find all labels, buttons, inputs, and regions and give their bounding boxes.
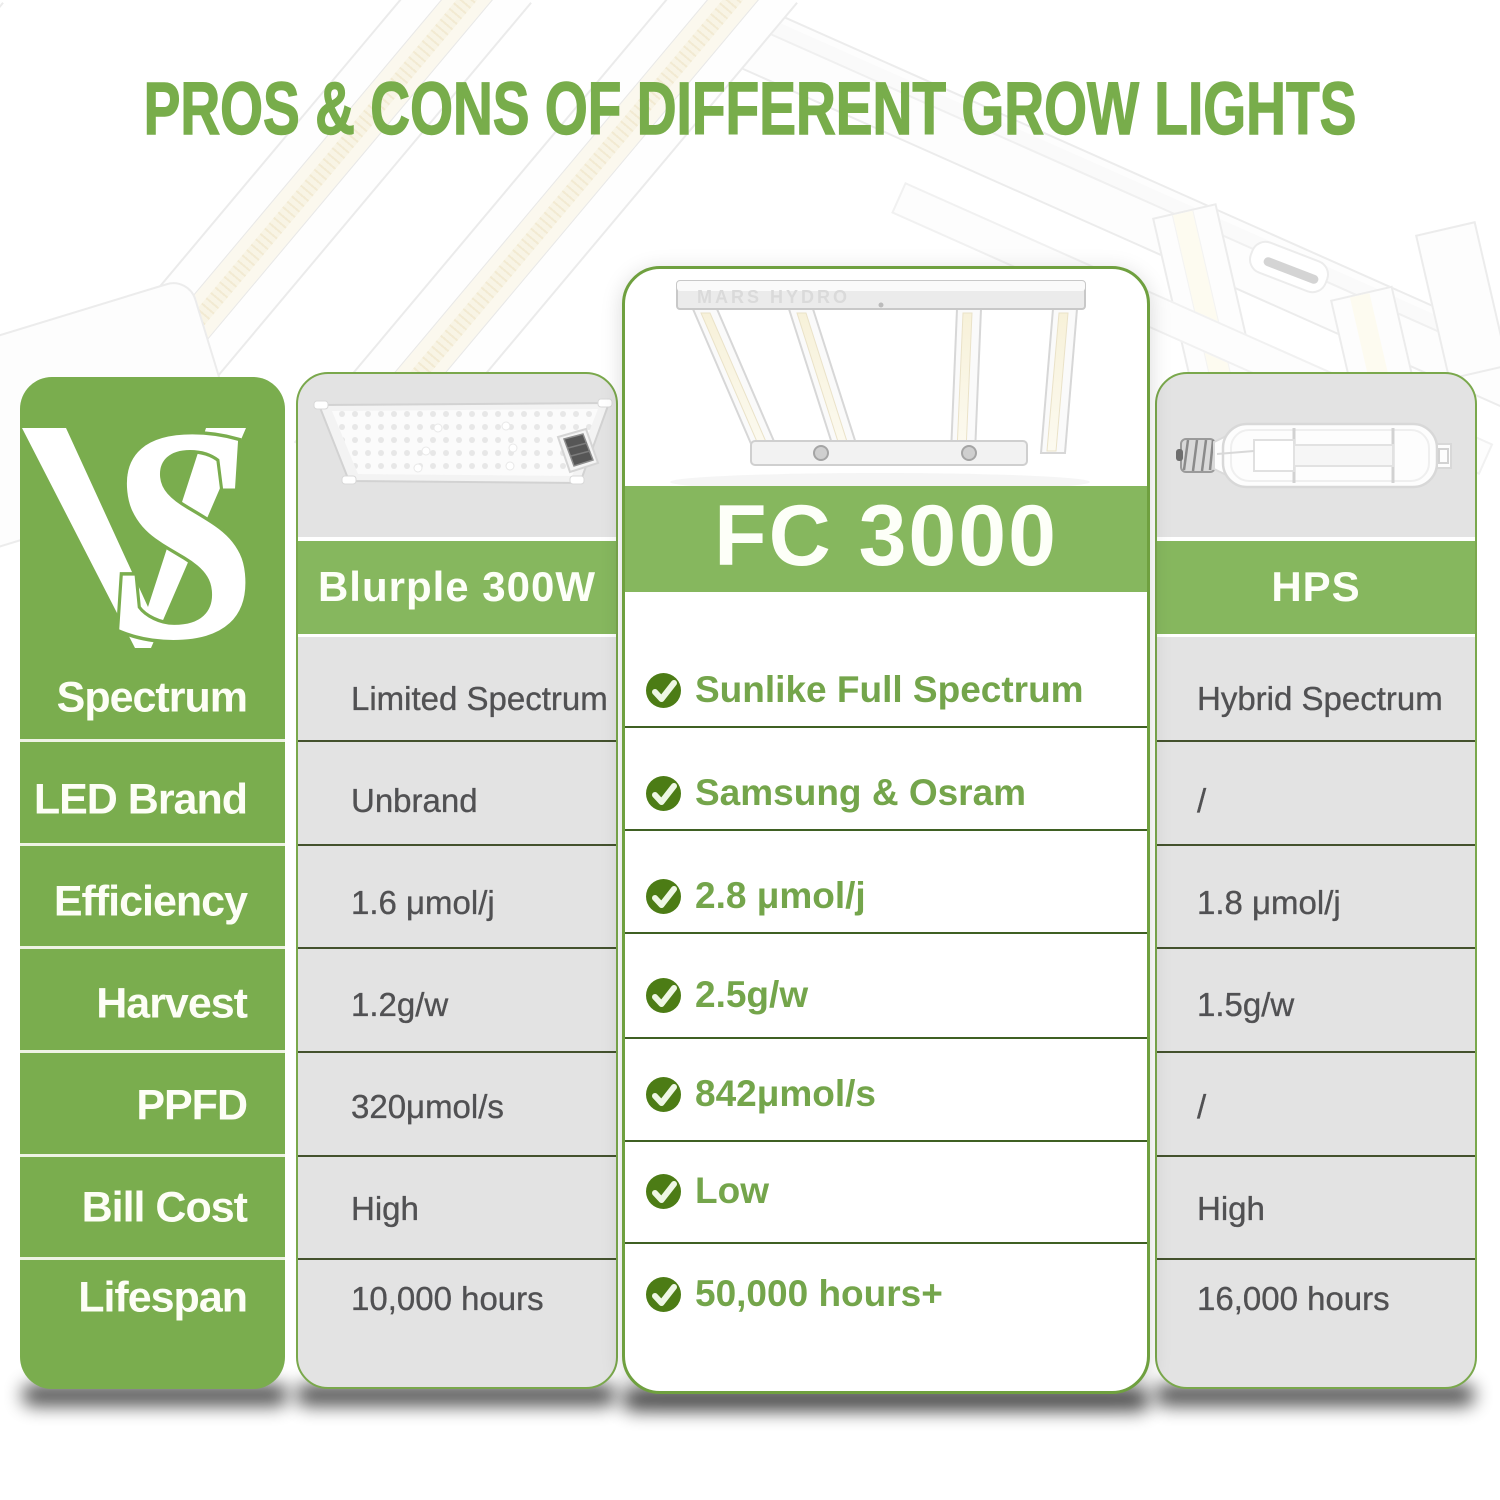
svg-text:MARS HYDRO: MARS HYDRO <box>697 287 850 307</box>
svg-text:S: S <box>89 422 274 657</box>
